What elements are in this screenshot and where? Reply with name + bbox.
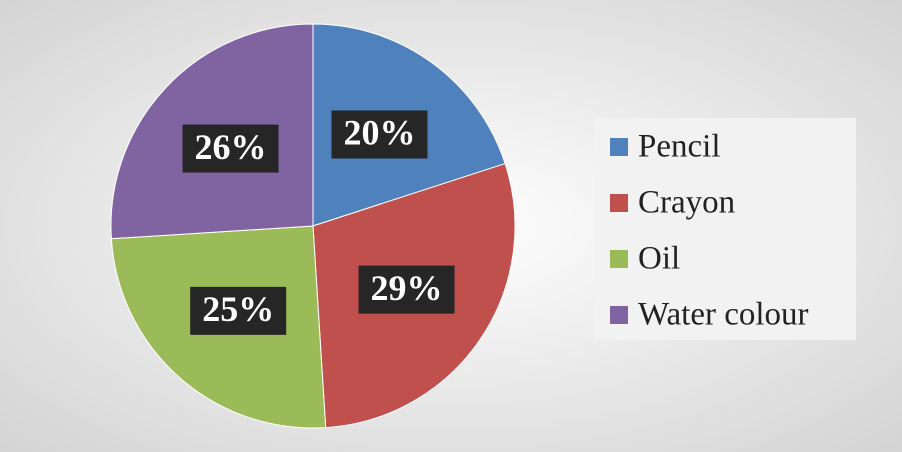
legend-box <box>594 118 856 340</box>
data-label: 26% <box>195 127 267 167</box>
label-box <box>190 286 287 335</box>
data-label: 25% <box>202 289 274 329</box>
legend-label: Pencil <box>638 129 720 165</box>
legend-swatch <box>610 306 628 324</box>
legend-label: Crayon <box>638 185 735 221</box>
legend-swatch <box>610 138 628 156</box>
legend-label: Oil <box>638 241 680 277</box>
label-box <box>182 124 279 173</box>
legend-swatch <box>610 194 628 212</box>
label-box <box>358 265 455 314</box>
data-label: 29% <box>371 268 443 308</box>
legend-label: Water colour <box>638 297 809 333</box>
legend-swatch <box>610 250 628 268</box>
data-label: 20% <box>343 113 415 153</box>
label-box <box>331 110 428 159</box>
